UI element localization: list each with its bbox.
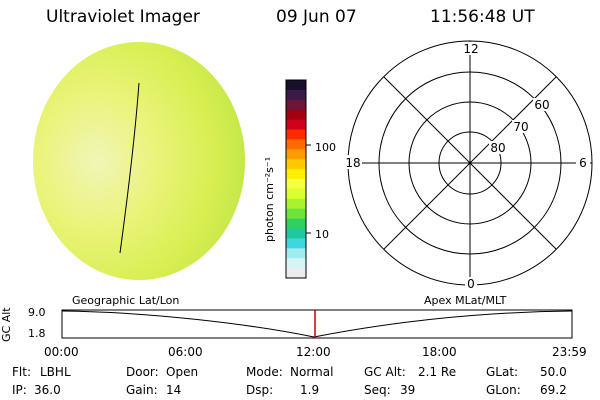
color-bar-swatch: [286, 80, 306, 91]
uv-image-texture: [33, 42, 245, 280]
status-glon-label: GLon:: [486, 383, 521, 397]
polar-label-18: 18: [345, 156, 360, 170]
polar-label-60: 60: [534, 98, 549, 112]
status-flt-label: Flt:: [12, 365, 31, 379]
timeline-y-top: 9.0: [28, 306, 46, 319]
color-bar-swatch: [286, 109, 306, 121]
status-glat-value: 50.0: [540, 365, 567, 379]
status-dsp-value: 1.9: [300, 383, 320, 397]
status-gain-label: Gain:: [126, 383, 158, 397]
color-bar-swatch: [286, 218, 306, 229]
color-bar-swatch: [286, 89, 306, 101]
color-bar-swatch: [286, 208, 306, 220]
color-bar-swatch: [286, 159, 306, 170]
color-bar: [285, 79, 311, 279]
status-gcalt-value: 2.1 Re: [418, 365, 457, 379]
status-ip-value: 36.0: [34, 383, 61, 397]
time-label: 11:56:48 UT: [430, 7, 535, 27]
status-glon-value: 69.2: [540, 383, 567, 397]
colorbar-tick-10: 10: [315, 228, 329, 241]
altitude-curve: [61, 310, 573, 338]
timeline-plot: [61, 309, 573, 339]
status-gain-value: 14: [166, 383, 182, 397]
instrument-title: Ultraviolet Imager: [46, 7, 200, 27]
date-label: 09 Jun 07: [276, 7, 357, 27]
timeline-frame: [61, 309, 573, 339]
color-bar-swatch: [286, 188, 306, 200]
timeline-left-title: Geographic Lat/Lon: [72, 294, 180, 307]
timeline-y-bottom: 1.8: [28, 327, 46, 340]
polar-label-12: 12: [463, 42, 478, 56]
status-seq-value: 39: [400, 383, 416, 397]
status-door-label: Door:: [126, 365, 159, 379]
color-bar-swatch: [286, 169, 306, 180]
timeline-tick-1200: 12:00: [296, 345, 331, 359]
satellite-track: [119, 82, 140, 254]
color-bar-swatch: [286, 248, 306, 259]
status-dsp-label: Dsp:: [246, 383, 274, 397]
color-bar-swatch: [286, 268, 306, 279]
timeline-tick-0600: 06:00: [168, 345, 203, 359]
timeline-tick-2359: 23:59: [552, 345, 587, 359]
status-door-value: Open: [166, 365, 199, 379]
color-bar-swatch: [286, 238, 306, 249]
color-bar-swatch: [286, 228, 306, 239]
polar-label-6: 6: [579, 156, 587, 170]
timeline-tick-0000: 00:00: [44, 345, 79, 359]
status-flt-value: LBHL: [40, 365, 71, 379]
status-ip-label: IP:: [12, 383, 27, 397]
status-gcalt-label: GC Alt:: [364, 365, 406, 379]
timeline-right-title: Apex MLat/MLT: [424, 294, 507, 307]
colorbar-unit-label: photon cm⁻²s⁻¹: [263, 156, 276, 242]
colorbar-tick-100: 100: [315, 141, 336, 154]
status-mode-label: Mode:: [246, 365, 283, 379]
polar-label-0: 0: [467, 277, 475, 291]
color-bar-frame: [285, 79, 307, 279]
polar-label-80: 80: [490, 141, 505, 155]
color-bar-swatch: [286, 198, 306, 210]
polar-plot: 12 0 18 6 60 70 80: [344, 40, 593, 291]
status-mode-value: Normal: [290, 365, 334, 379]
polar-label-70: 70: [513, 120, 528, 134]
status-seq-label: Seq:: [364, 383, 391, 397]
color-bar-swatch: [286, 258, 306, 269]
color-bar-swatch: [286, 119, 306, 130]
timeline-tick-1800: 18:00: [422, 345, 457, 359]
color-bar-swatch: [286, 139, 306, 150]
color-bar-swatch: [286, 179, 306, 190]
color-bar-swatch: [286, 129, 306, 140]
color-bar-swatch: [286, 99, 306, 111]
color-bar-swatch: [286, 149, 306, 160]
polar-diagonal-2: [383, 76, 557, 250]
status-glat-label: GLat:: [486, 365, 519, 379]
